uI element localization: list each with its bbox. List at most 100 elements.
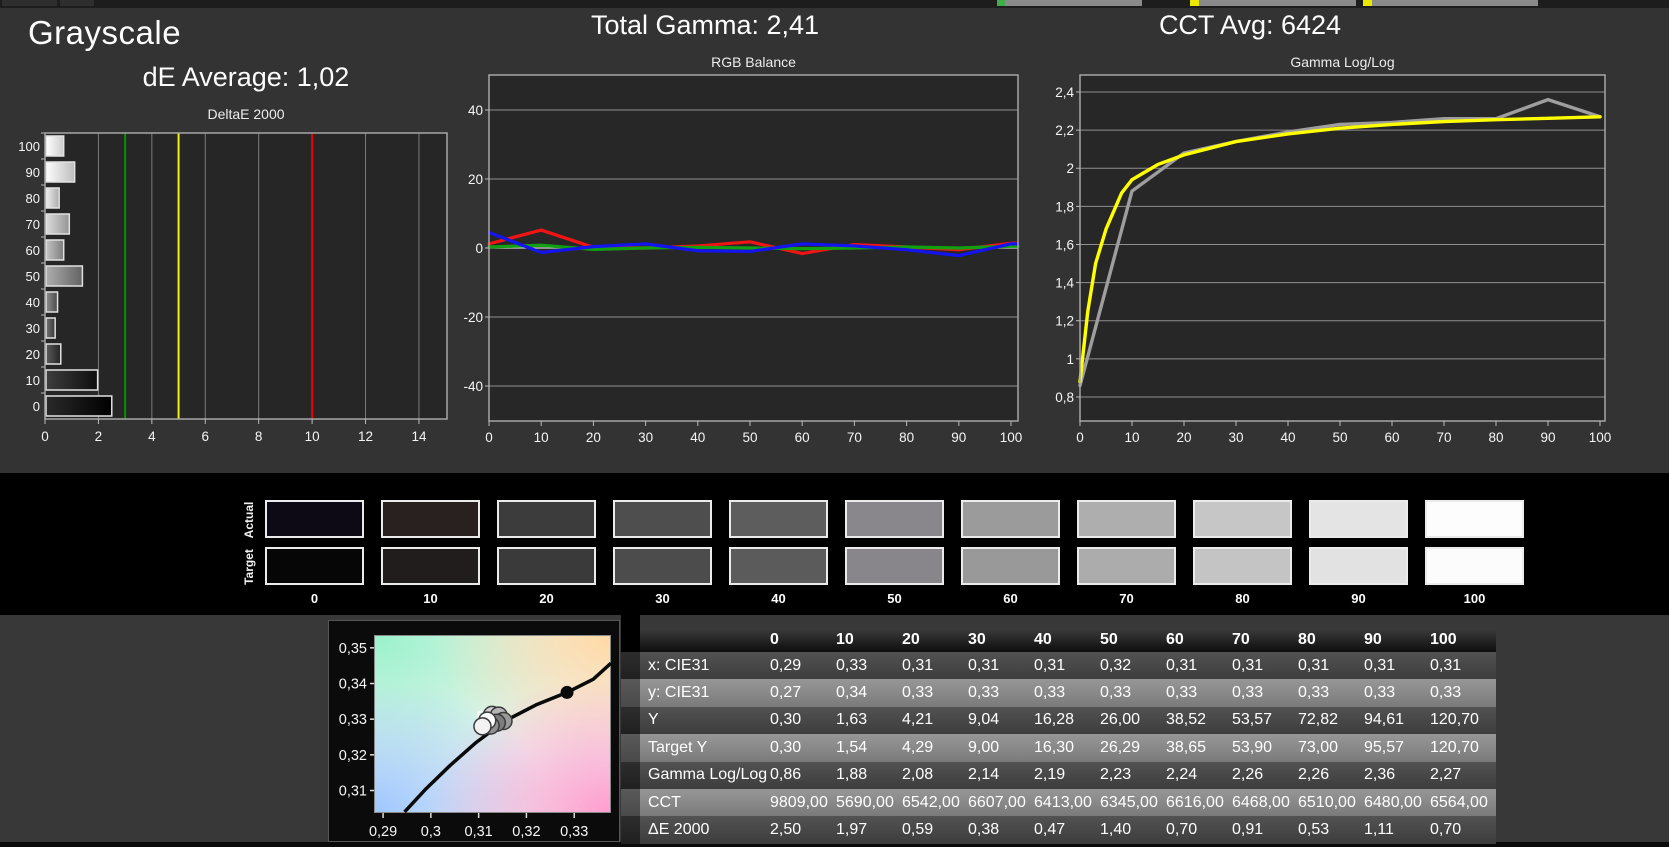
grayscale-data-table: 0 10 20 30 40 50 60 70 80 90 100 x: CIE31 0,29 0,33 0,… [621, 628, 1496, 844]
de-average-label: dE Average: 1,02 [142, 62, 350, 92]
data-cell: 73,00 [1298, 734, 1364, 762]
deltae-bar-90 [45, 161, 76, 183]
tab-strip [0, 0, 1669, 8]
measurement-point [473, 717, 492, 736]
tick-label: 100 [1000, 430, 1023, 442]
data-cell: 16,30 [1034, 734, 1100, 762]
tick-label: 60 [795, 430, 810, 442]
actual-swatch-80 [1193, 500, 1292, 538]
actual-swatch-10 [381, 500, 480, 538]
data-cell: 0,86 [770, 761, 836, 789]
cie-chromaticity-chart: 0,35 0,34 0,33 0,32 0,31 0,29 0,3 0,31 0,32 0,33 [328, 620, 620, 842]
data-cell: 2,26 [1298, 761, 1364, 789]
tab-segment-1[interactable] [60, 0, 94, 6]
tab-segment-5[interactable] [1199, 0, 1356, 6]
table-corner-cap [621, 615, 640, 628]
row-lead-cell [621, 816, 640, 844]
deltae-bar-100 [45, 135, 65, 157]
tab-segment-6[interactable] [1363, 0, 1372, 6]
tick-label: 1,6 [1055, 237, 1074, 252]
white-point-locus [403, 661, 611, 813]
deltae-bar-10 [45, 369, 99, 391]
cie-plot-overlay: 0,35 0,34 0,33 0,32 0,31 0,29 0,3 0,31 0,32 0,33 [339, 641, 611, 840]
data-cell: 70 [1232, 628, 1298, 652]
swatch-level-label: 100 [1463, 591, 1486, 606]
deltae-bar-40 [45, 291, 59, 313]
tab-segment-3[interactable] [1005, 0, 1142, 6]
data-cell: 16,28 [1034, 706, 1100, 735]
data-cell: 0,31 [1298, 652, 1364, 680]
row-label: Target Y [640, 734, 770, 762]
tab-segment-0[interactable] [2, 0, 57, 6]
data-cell: 120,70 [1430, 734, 1496, 762]
data-cell: 5690,00 [836, 788, 902, 817]
tick-label: 0,32 [339, 748, 367, 764]
deltae-bar-70 [45, 213, 71, 235]
data-cell: 0,33 [836, 652, 902, 680]
rgb-series-blue [487, 230, 1020, 258]
data-cell: 0,32 [1100, 652, 1166, 680]
target-row-label: Target [242, 549, 256, 585]
tab-segment-2[interactable] [997, 0, 1005, 6]
data-cell: 6616,00 [1166, 788, 1232, 817]
rgb-balance-chart-title: RGB Balance [711, 54, 796, 70]
data-cell: 0,59 [902, 816, 968, 844]
tick-label: 0,32 [512, 824, 540, 840]
target-swatch-70 [1077, 547, 1176, 585]
data-cell: 0 [770, 628, 836, 652]
actual-swatch-90 [1309, 500, 1408, 538]
cie-gamut-background [374, 635, 611, 813]
table-row-cct: CCT 9809,00 5690,00 6542,00 6607,00 6413,00 63… [621, 788, 1496, 817]
data-cell: 90 [1364, 628, 1430, 652]
swatch-level-label: 80 [1235, 591, 1250, 606]
tick-label: 1,2 [1055, 314, 1074, 329]
tick-label: 50 [1332, 430, 1347, 442]
tick-label: 0 [41, 429, 49, 444]
tick-label: 0,33 [560, 824, 588, 840]
row-lead-cell [621, 788, 640, 817]
tick-label: 100 [18, 139, 40, 154]
tick-label: -40 [463, 379, 483, 394]
table-header-row: 0 10 20 30 40 50 60 70 80 90 100 [621, 628, 1496, 652]
tick-label: 70 [1436, 430, 1451, 442]
tick-label: 10 [26, 373, 40, 388]
row-label: CCT [640, 788, 770, 817]
row-lead-cell [621, 628, 640, 652]
row-label: Y [640, 706, 770, 735]
data-cell: 0,31 [1166, 652, 1232, 680]
data-cell: 0,27 [770, 679, 836, 707]
tick-label: 8 [255, 429, 263, 444]
data-cell: 6542,00 [902, 788, 968, 817]
tick-label: 0 [1076, 430, 1084, 442]
tick-label: 0,3 [421, 824, 441, 840]
cie-plot-content [403, 661, 611, 813]
tick-label: 30 [26, 321, 40, 336]
tick-label: 90 [26, 165, 40, 180]
tick-label: 80 [1488, 430, 1503, 442]
tab-segment-4[interactable] [1190, 0, 1199, 6]
data-cell: 9,04 [968, 706, 1034, 735]
cct-avg-label: CCT Avg: 6424 [1158, 10, 1342, 40]
tick-label: 1 [1066, 352, 1074, 367]
tick-label: 50 [742, 430, 757, 442]
target-swatch-10 [381, 547, 480, 585]
measurement-table: 0 10 20 30 40 50 60 70 80 90 100 x: CIE31 0,29 0,33 0,… [621, 628, 1496, 844]
locus-target-dot [560, 685, 574, 699]
tick-label: 1,8 [1055, 199, 1074, 214]
tab-segment-7[interactable] [1372, 0, 1538, 6]
tick-label: 12 [358, 429, 373, 444]
data-cell: 0,30 [770, 706, 836, 735]
target-swatch-40 [729, 547, 828, 585]
data-cell: 6413,00 [1034, 788, 1100, 817]
actual-swatch-30 [613, 500, 712, 538]
data-cell: 2,24 [1166, 761, 1232, 789]
data-cell: 0,53 [1298, 816, 1364, 844]
tick-label: 60 [26, 243, 40, 258]
actual-swatch-50 [845, 500, 944, 538]
grayscale-swatch-band: Actual Target [0, 473, 1669, 615]
data-cell: 2,50 [770, 816, 836, 844]
row-label [640, 628, 770, 652]
tick-label: 2 [1066, 161, 1074, 176]
tick-label: 40 [26, 295, 40, 310]
page-title: Grayscale [28, 14, 182, 51]
